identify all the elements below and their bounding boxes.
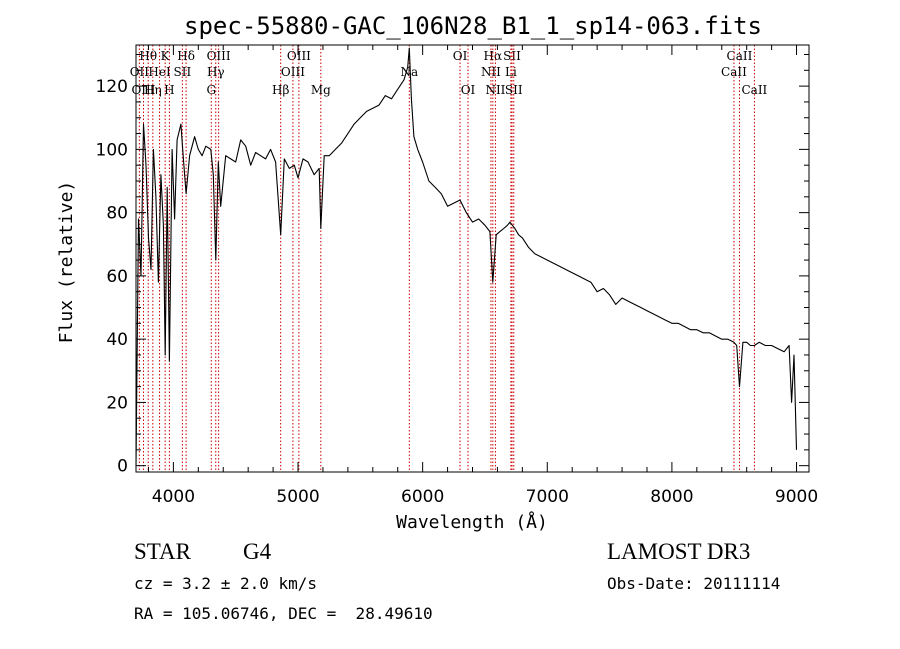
y-axis: 0 20 40 60 80 100 120	[96, 53, 809, 477]
coordinates: RA = 105.06746, DEC = 28.49610	[134, 604, 433, 623]
y-axis-title: Flux (relative)	[56, 181, 77, 344]
plot-frame	[135, 44, 810, 473]
spectrum-chart: spec-55880-GAC_106N28_B1_1_sp14-063.fits…	[56, 12, 818, 533]
line-label-20: NII	[481, 65, 501, 79]
line-label-16: Na	[400, 65, 418, 79]
survey-name: LAMOST DR3	[607, 539, 751, 564]
redshift-text: cz = 3.2 ± 2.0 km/s	[134, 574, 318, 593]
obs-date: Obs-Date: 20111114	[607, 574, 781, 593]
line-label-22: SII	[503, 49, 521, 63]
line-label-10: Hγ	[207, 65, 225, 79]
x-tick-label-3: 7000	[526, 487, 569, 507]
line-label-25: CaII	[727, 49, 753, 63]
line-label-14: OIII	[281, 65, 305, 79]
y-tick-label-5: 100	[96, 140, 128, 160]
line-label-26: CaII	[721, 65, 747, 79]
chart-title: spec-55880-GAC_106N28_B1_1_sp14-063.fits	[184, 12, 762, 40]
line-label-6: H	[164, 83, 174, 97]
line-label-12: Hβ	[272, 83, 289, 97]
line-label-15: Mg	[311, 83, 331, 97]
y-tick-label-6: 120	[96, 77, 128, 97]
spectrum-series	[135, 47, 798, 466]
object-subclass: G4	[243, 539, 272, 564]
line-label-11: G	[206, 83, 216, 97]
x-axis: 4000 5000 6000 7000 8000 9000	[147, 45, 818, 507]
line-label-7: Hδ	[177, 49, 195, 63]
y-tick-label-2: 40	[106, 330, 128, 350]
y-tick-label-0: 0	[117, 457, 128, 477]
line-label-9: OIII	[207, 49, 231, 63]
line-label-24: SII	[505, 83, 523, 97]
spectrum-line-0	[135, 47, 798, 466]
line-label-27: CaII	[741, 83, 767, 97]
line-label-19: Hα	[484, 49, 503, 63]
line-label-17: OI	[453, 49, 468, 63]
x-tick-label-5: 9000	[775, 487, 818, 507]
object-class: STAR	[134, 539, 191, 564]
x-axis-title: Wavelength (Å)	[396, 511, 548, 533]
line-label-8: SII	[174, 65, 192, 79]
y-tick-label-4: 80	[106, 204, 128, 224]
line-label-13: OIII	[287, 49, 311, 63]
x-tick-label-4: 8000	[650, 487, 693, 507]
y-tick-label-3: 60	[106, 267, 128, 287]
line-label-3: Hη	[144, 83, 162, 97]
line-label-0: Hθ	[139, 49, 157, 63]
line-label-18: OI	[461, 83, 476, 97]
y-tick-label-1: 20	[106, 393, 128, 413]
line-label-21: NII	[485, 83, 505, 97]
x-tick-label-2: 6000	[401, 487, 444, 507]
line-label-23: Li	[505, 65, 517, 79]
line-label-5: K	[161, 49, 171, 63]
x-tick-label-0: 4000	[152, 487, 195, 507]
line-label-1: OII	[130, 65, 150, 79]
line-label-4: HeI	[148, 65, 171, 79]
x-tick-label-1: 5000	[276, 487, 319, 507]
